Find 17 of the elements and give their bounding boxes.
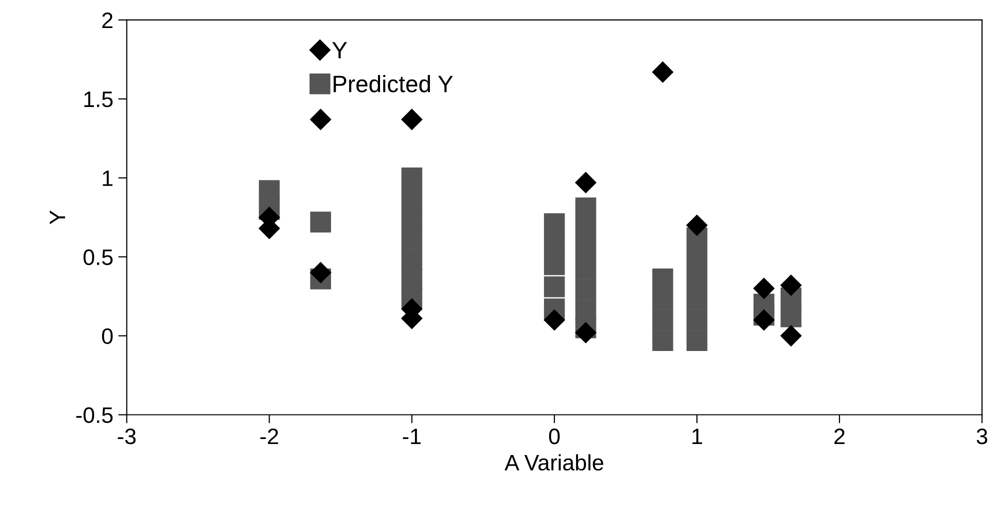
legend-label: Y (332, 42, 347, 58)
y-axis-title: Y (50, 210, 66, 224)
x-tick-label: -3 (118, 428, 136, 444)
x-axis-title: A Variable (504, 454, 604, 471)
y-tick-label: -0.5 (76, 407, 113, 424)
y-tick-label: 0.5 (84, 249, 113, 266)
x-tick-label: 1 (692, 428, 702, 444)
y-tick-label: 1 (102, 170, 112, 186)
y-tick-label: 1.5 (84, 92, 113, 108)
y-tick-label: 2 (102, 12, 112, 28)
legend-label: Predicted Y (334, 75, 453, 92)
x-tick-label: 3 (976, 428, 988, 444)
x-tick-label: 0 (549, 428, 560, 444)
y-tick-label: 0 (102, 328, 113, 344)
x-tick-label: -2 (260, 428, 278, 444)
x-tick-label: 2 (834, 428, 845, 444)
x-tick-label: -1 (402, 428, 421, 444)
